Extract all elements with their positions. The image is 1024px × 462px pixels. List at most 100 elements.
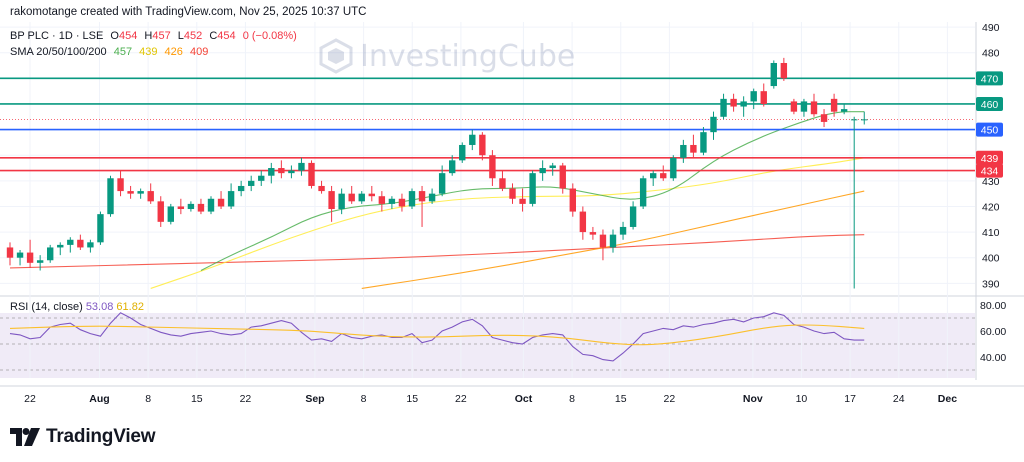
candle [629, 201, 637, 230]
time-tick-label: 15 [191, 393, 203, 405]
candle [248, 175, 255, 192]
candle-body [167, 206, 174, 222]
candle [519, 188, 526, 212]
candle-body [861, 119, 868, 121]
candle [459, 142, 466, 163]
time-tick-label: Oct [515, 393, 533, 405]
candle-body [278, 168, 285, 174]
candle [147, 183, 154, 204]
candle [308, 160, 315, 189]
candle [398, 193, 406, 212]
candle-body [318, 185, 325, 192]
candle [449, 155, 456, 176]
candle [258, 170, 265, 186]
change-value: 0 (−0.08%) [242, 30, 297, 42]
candle [117, 170, 124, 197]
candle-body [780, 62, 788, 79]
candle [227, 183, 235, 210]
tradingview-logo-icon [10, 428, 40, 446]
candle [408, 188, 416, 210]
candle [217, 191, 225, 210]
candle-body [629, 206, 637, 227]
candle-body [47, 247, 54, 261]
candle-body [107, 178, 114, 215]
tradingview-logo[interactable]: TradingView [10, 424, 156, 450]
candle [820, 109, 828, 128]
price-tick-label: 490 [982, 22, 1000, 34]
candle [599, 229, 607, 261]
candle-body [720, 98, 727, 117]
candle-body [449, 160, 456, 174]
candle [348, 185, 355, 204]
candle-body [680, 144, 687, 158]
time-tick-label: 22 [240, 393, 252, 405]
price-pane [0, 22, 975, 291]
candle-body [589, 232, 597, 235]
rsi-value: 53.08 [85, 301, 114, 313]
low-label: L [177, 30, 184, 42]
candle-body [328, 191, 335, 210]
candle [438, 165, 446, 197]
candle-body [690, 144, 697, 153]
candle-body [177, 206, 185, 210]
candle-body [248, 180, 255, 186]
candle [800, 98, 808, 117]
rsi-legend: RSI (14, close) 53.08 61.82 [10, 301, 144, 313]
candle-body [740, 101, 747, 107]
candle-body [489, 155, 496, 179]
candle [469, 129, 476, 151]
high-label: H [144, 30, 153, 42]
candle [197, 198, 205, 215]
sma20-line [200, 111, 865, 271]
sma-legend: SMA 20/50/100/200 457 439 426 409 [10, 46, 212, 58]
close-label: C [209, 30, 218, 42]
chart-credit: rakomotange created with TradingView.com… [10, 6, 367, 18]
candle-body [197, 203, 205, 212]
candle-body [428, 193, 436, 202]
candle [609, 229, 617, 253]
candle-body [227, 191, 235, 207]
candle-body [810, 101, 818, 115]
candle [288, 165, 295, 179]
level-label-434: 434 [981, 166, 999, 178]
candle-body [147, 191, 154, 202]
candle-body [368, 193, 375, 197]
candle [650, 170, 657, 186]
price-tick-label: 420 [982, 201, 1000, 213]
candle [67, 237, 74, 253]
tradingview-brand: TradingView [46, 426, 156, 447]
candle [549, 162, 556, 176]
candle [700, 127, 707, 156]
candle-body [308, 162, 315, 186]
candle-body [408, 191, 416, 207]
candle [47, 244, 54, 263]
candle [861, 111, 868, 125]
time-tick-label: Nov [743, 393, 763, 405]
candle-body [609, 234, 617, 248]
candle [36, 255, 44, 271]
candle-body [388, 198, 396, 204]
candle [167, 203, 174, 225]
cube-logo-icon [319, 38, 353, 74]
rsi-ma-line [9, 324, 865, 346]
candle-body [6, 247, 14, 258]
candle-body [127, 191, 134, 194]
rsi-tick-label: 40.00 [980, 352, 1006, 364]
time-tick-label: 8 [569, 393, 575, 405]
candle-body [660, 173, 667, 179]
candle [479, 132, 486, 161]
candle-body [750, 91, 757, 102]
candle [589, 226, 597, 240]
sma50-value: 439 [139, 46, 158, 58]
investingcube-watermark: InvestingCube [318, 38, 575, 74]
candle-body [730, 98, 737, 107]
candle [137, 188, 144, 199]
candle [780, 57, 788, 81]
candle-body [57, 244, 64, 248]
price-tick-label: 400 [982, 253, 1000, 265]
candle-body [97, 214, 104, 243]
candle-body [569, 188, 576, 212]
candle [358, 191, 365, 204]
candle-body [710, 116, 717, 133]
